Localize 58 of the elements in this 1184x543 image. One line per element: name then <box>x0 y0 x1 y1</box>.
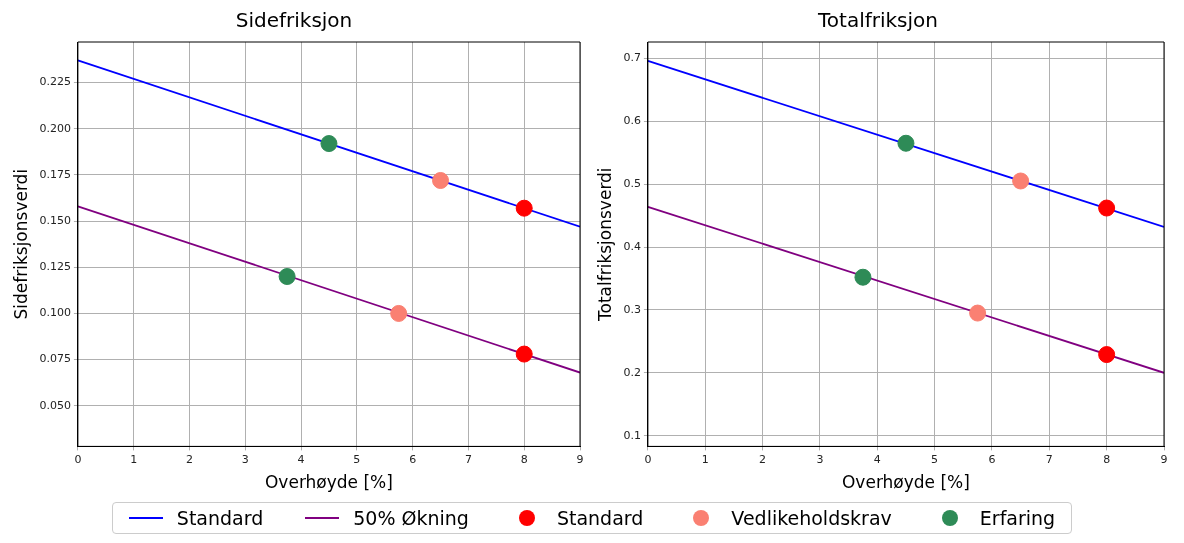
x-tick-label: 5 <box>931 452 939 466</box>
point <box>390 304 408 322</box>
chart-title: Totalfriksjon <box>817 8 938 33</box>
legend-label: Standard <box>176 507 264 529</box>
y-tick-label: 0.100 <box>39 306 71 320</box>
x-tick-label: 1 <box>701 452 709 466</box>
y-tick-label: 0.5 <box>623 177 641 190</box>
x-tick-label: 4 <box>297 452 305 466</box>
y-tick-label: 0.2 <box>623 365 641 379</box>
y-tick-label: 0.150 <box>39 213 71 227</box>
y-axis-title: Totalfriksjonsverdi <box>594 167 615 322</box>
x-tick-label: 0 <box>644 452 652 466</box>
x-tick-label: 5 <box>353 452 361 466</box>
y-tick-label: 0.075 <box>39 352 71 366</box>
y-tick-label: 0.125 <box>39 260 71 274</box>
x-tick-label: 7 <box>464 452 472 466</box>
y-axis-title: Sidefriksjonsverdi <box>10 168 31 320</box>
x-tick-label: 6 <box>409 452 417 466</box>
point <box>1098 199 1116 217</box>
x-axis-title: Overhøyde [%] <box>264 472 393 493</box>
y-tick-label: 0.4 <box>623 239 641 253</box>
legend-label: Standard <box>556 507 644 529</box>
x-tick-label: 6 <box>988 452 996 466</box>
y-tick-label: 0.175 <box>39 167 71 181</box>
x-tick-label: 3 <box>241 452 249 466</box>
point <box>1098 346 1116 364</box>
legend-label: Vedlikeholdskrav <box>731 507 892 529</box>
x-axis-title: Overhøyde [%] <box>841 472 970 493</box>
point <box>969 304 987 322</box>
legend-label: Erfaring <box>979 507 1056 529</box>
point <box>515 345 533 363</box>
y-tick-label: 0.6 <box>623 114 641 128</box>
point <box>278 268 296 286</box>
x-tick-label: 8 <box>1103 452 1111 466</box>
point <box>897 134 915 152</box>
point <box>432 171 450 189</box>
x-tick-label: 1 <box>130 452 138 466</box>
point <box>320 135 338 153</box>
y-tick-label: 0.7 <box>623 51 641 65</box>
x-tick-label: 2 <box>185 452 193 466</box>
x-tick-label: 9 <box>576 452 584 466</box>
x-tick-label: 9 <box>1160 452 1168 466</box>
y-tick-label: 0.200 <box>39 121 71 135</box>
y-tick-label: 0.1 <box>623 428 641 442</box>
x-tick-label: 0 <box>74 452 82 466</box>
legend-label: 50% Økning <box>353 507 469 529</box>
x-tick-label: 3 <box>816 452 824 466</box>
y-tick-label: 0.225 <box>39 75 71 89</box>
point <box>1012 172 1030 190</box>
chart-title: Sidefriksjon <box>235 8 353 33</box>
y-tick-label: 0.3 <box>623 302 641 316</box>
y-tick-label: 0.050 <box>39 398 71 412</box>
x-tick-label: 2 <box>759 452 767 466</box>
point <box>854 268 872 286</box>
x-tick-label: 7 <box>1045 452 1053 466</box>
x-tick-label: 8 <box>520 452 528 466</box>
point <box>515 199 533 217</box>
x-tick-label: 4 <box>873 452 881 466</box>
